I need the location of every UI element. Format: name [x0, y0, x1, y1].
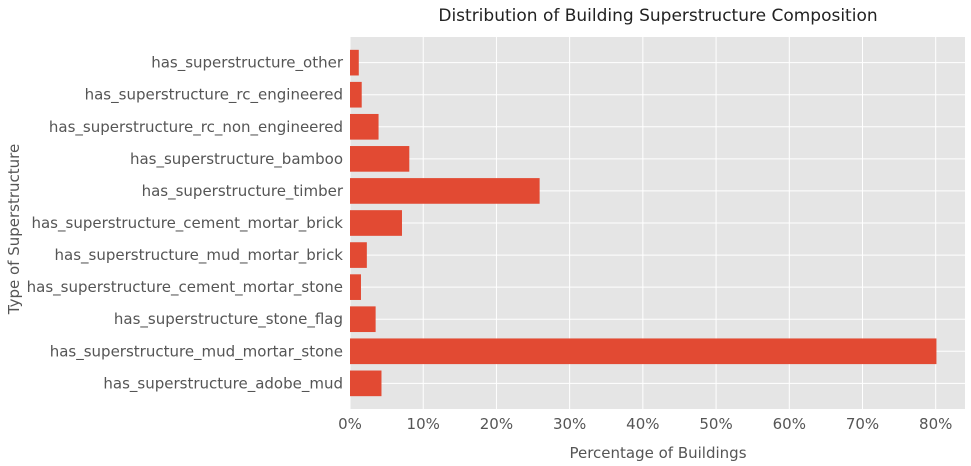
y-tick-label: has_superstructure_timber	[142, 182, 344, 201]
y-axis-ticks: has_superstructure_adobe_mud has_superstr…	[27, 54, 344, 394]
y-tick-label: has_superstructure_other	[151, 54, 344, 73]
x-tick-label: 60%	[773, 415, 806, 433]
y-axis-title: Type of Superstructure	[5, 144, 23, 315]
x-tick-label: 30%	[553, 415, 586, 433]
x-tick-label: 20%	[480, 415, 513, 433]
x-tick-label: 40%	[626, 415, 659, 433]
y-tick-label: has_superstructure_bamboo	[130, 150, 343, 169]
x-axis-ticks: 0% 10% 20% 30% 40% 50% 60% 70% 80%	[338, 415, 952, 433]
bar	[350, 370, 382, 397]
bar	[350, 146, 410, 172]
x-tick-label: 0%	[338, 415, 362, 433]
bar	[350, 81, 362, 108]
y-tick-label: has_superstructure_cement_mortar_brick	[31, 214, 343, 233]
x-tick-label: 70%	[846, 415, 879, 433]
bar	[350, 306, 376, 333]
y-tick-label: has_superstructure_rc_non_engineered	[49, 118, 343, 137]
x-tick-label: 10%	[407, 415, 440, 433]
x-tick-label: 80%	[919, 415, 952, 433]
y-tick-label: has_superstructure_stone_flag	[114, 310, 343, 329]
bar	[350, 242, 367, 268]
bars	[350, 49, 937, 397]
x-tick-label: 50%	[699, 415, 732, 433]
bar	[350, 178, 540, 204]
chart-title: Distribution of Building Superstructure …	[438, 6, 877, 26]
bar	[350, 49, 359, 76]
bar	[350, 274, 361, 300]
y-tick-label: has_superstructure_rc_engineered	[85, 86, 343, 105]
y-tick-label: has_superstructure_adobe_mud	[103, 374, 343, 393]
y-tick-label: has_superstructure_cement_mortar_stone	[27, 278, 343, 297]
x-axis-title: Percentage of Buildings	[569, 444, 746, 462]
y-tick-label: has_superstructure_mud_mortar_stone	[50, 342, 343, 361]
bar	[350, 113, 379, 140]
bar	[350, 338, 937, 365]
bar	[350, 210, 402, 236]
y-tick-label: has_superstructure_mud_mortar_brick	[55, 246, 344, 265]
